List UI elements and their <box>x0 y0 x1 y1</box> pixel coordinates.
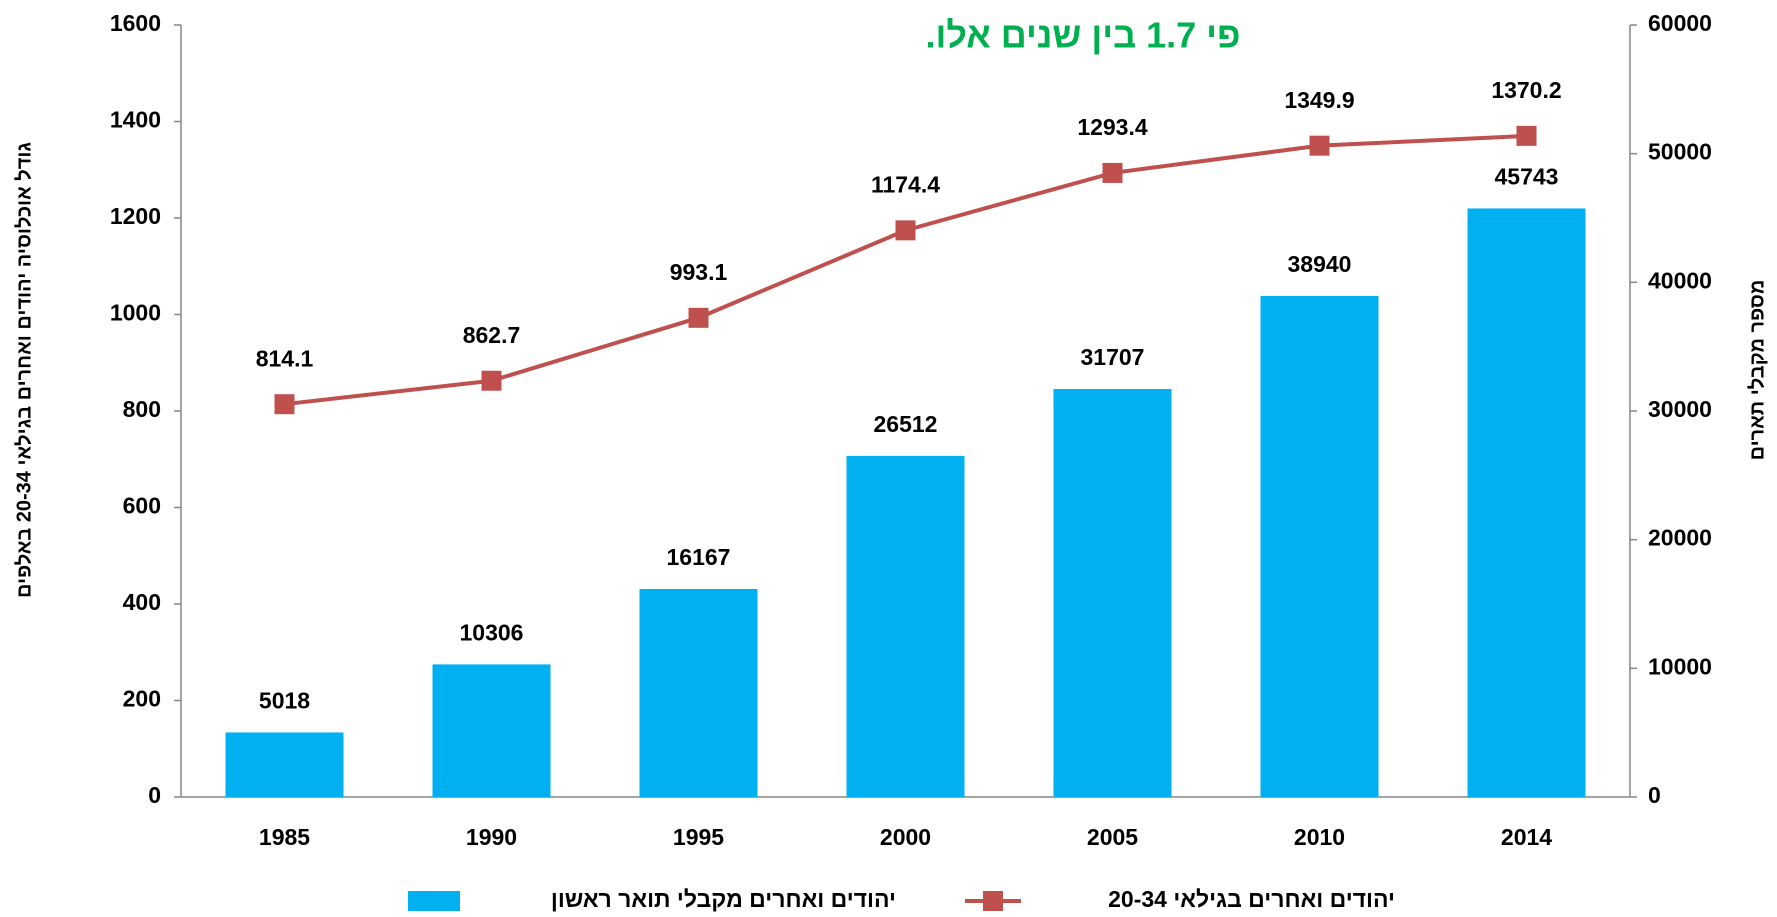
y-tick-label: 0 <box>148 782 161 808</box>
x-tick-label: 2014 <box>1501 824 1552 850</box>
line-marker <box>688 307 709 328</box>
y2-tick-label: 30000 <box>1648 396 1712 422</box>
x-tick-label: 2005 <box>1087 824 1138 850</box>
line-marker <box>481 370 502 391</box>
bar <box>1467 208 1586 797</box>
data-label: 1174.4 <box>871 171 940 197</box>
line-marker <box>1102 162 1123 183</box>
data-label: 45743 <box>1495 164 1559 190</box>
bar <box>1260 295 1379 797</box>
y-tick-label: 1600 <box>110 10 161 36</box>
data-label: 38940 <box>1288 251 1352 277</box>
data-label: 1349.9 <box>1284 87 1354 113</box>
line-marker <box>895 220 916 241</box>
data-label: 993.1 <box>670 259 728 285</box>
data-label: 5018 <box>259 688 310 714</box>
y2-tick-label: 20000 <box>1648 525 1712 551</box>
y-tick-label: 1400 <box>110 107 161 133</box>
y2-axis-label: מספר מקבלי תארים <box>1746 280 1768 461</box>
y2-tick-label: 60000 <box>1648 10 1712 36</box>
y-tick-label: 600 <box>123 493 161 519</box>
legend-swatch <box>983 891 1003 911</box>
x-tick-label: 2000 <box>880 824 931 850</box>
data-label: 10306 <box>460 619 524 645</box>
data-label: 814.1 <box>256 345 314 371</box>
line-marker <box>274 394 295 415</box>
x-tick-label: 2010 <box>1294 824 1345 850</box>
x-tick-label: 1990 <box>466 824 517 850</box>
chart-title: פי 1.7 בין שנים אלו. <box>925 15 1240 56</box>
x-tick-label: 1985 <box>259 824 310 850</box>
bar <box>225 732 344 797</box>
y-tick-label: 1000 <box>110 300 161 326</box>
data-label: 1370.2 <box>1491 77 1561 103</box>
data-label: 16167 <box>667 544 731 570</box>
y2-tick-label: 50000 <box>1648 139 1712 165</box>
y-tick-label: 800 <box>123 396 161 422</box>
y-tick-label: 200 <box>123 686 161 712</box>
data-label: 31707 <box>1081 344 1145 370</box>
y2-tick-label: 10000 <box>1648 653 1712 679</box>
data-label: 1293.4 <box>1077 114 1148 140</box>
y-tick-label: 1200 <box>110 203 161 229</box>
legend-label: יהודים ואחרים בגילאי 20-34 <box>1108 886 1395 912</box>
bar <box>432 664 551 797</box>
x-tick-label: 1995 <box>673 824 724 850</box>
y2-tick-label: 40000 <box>1648 267 1712 293</box>
legend-swatch <box>408 891 460 911</box>
bar <box>639 588 758 797</box>
data-label: 862.7 <box>463 322 521 348</box>
bar <box>1053 389 1172 797</box>
bar <box>846 455 965 797</box>
y2-tick-label: 0 <box>1648 782 1661 808</box>
line-marker <box>1309 135 1330 156</box>
data-label: 26512 <box>874 411 938 437</box>
legend-label: יהודים ואחרים מקבלי תואר ראשון <box>551 886 896 912</box>
y-tick-label: 400 <box>123 589 161 615</box>
y-axis-label: גודל אוכלוסיה יהודים ואחרים בגילאי 20-34… <box>13 142 35 598</box>
line-marker <box>1516 125 1537 146</box>
